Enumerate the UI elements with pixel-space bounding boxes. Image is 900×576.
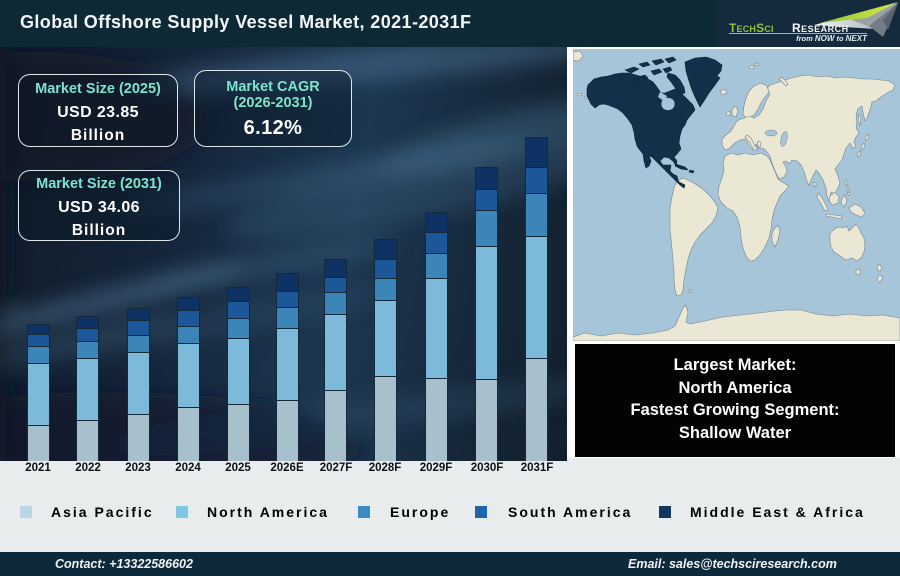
svg-text:TECHSCI: TECHSCI [729, 21, 774, 35]
svg-text:from NOW to NEXT: from NOW to NEXT [796, 34, 868, 43]
svg-text:RESEARCH: RESEARCH [792, 21, 849, 35]
